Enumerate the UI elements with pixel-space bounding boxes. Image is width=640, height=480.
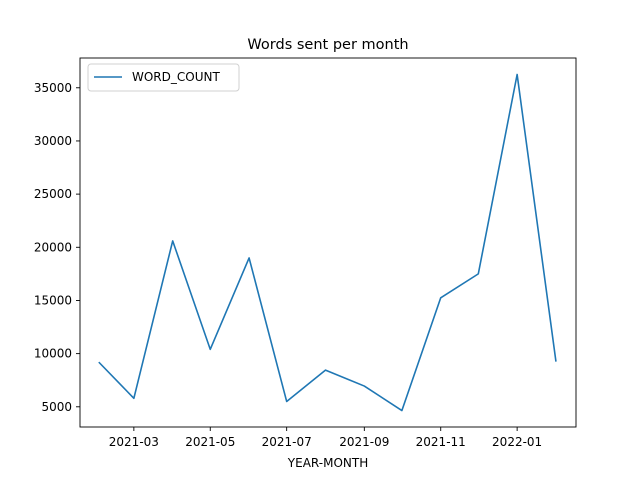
- legend: WORD_COUNT: [87, 63, 240, 92]
- y-tick-label: 35000: [34, 81, 72, 95]
- y-tick-label: 30000: [34, 134, 72, 148]
- x-tick-label: 2021-05: [185, 435, 235, 449]
- y-tick-label: 20000: [34, 240, 72, 254]
- plot-area: [98, 73, 557, 412]
- x-axis: 2021-03 2021-05 2021-07 2021-09 2021-11 2022-…: [109, 427, 542, 449]
- y-tick-label: 5000: [41, 400, 72, 414]
- series-line-0: [98, 73, 557, 412]
- x-tick-label: 2021-03: [109, 435, 159, 449]
- y-tick-label: 10000: [34, 347, 72, 361]
- x-tick-label: 2021-09: [339, 435, 389, 449]
- chart-title: Words sent per month: [247, 37, 408, 53]
- x-axis-label: YEAR-MONTH: [287, 456, 368, 470]
- plot-frame: [79, 57, 577, 428]
- y-tick-label: 15000: [34, 293, 72, 307]
- y-axis: 5000 10000 15000 20000 25000 30000 35000: [34, 81, 80, 414]
- x-tick-label: 2021-11: [416, 435, 466, 449]
- x-tick-label: 2021-07: [262, 435, 312, 449]
- legend-box: [87, 63, 240, 92]
- x-tick-label: 2022-01: [492, 435, 542, 449]
- legend-entry: WORD_COUNT: [132, 70, 220, 84]
- y-tick-label: 25000: [34, 187, 72, 201]
